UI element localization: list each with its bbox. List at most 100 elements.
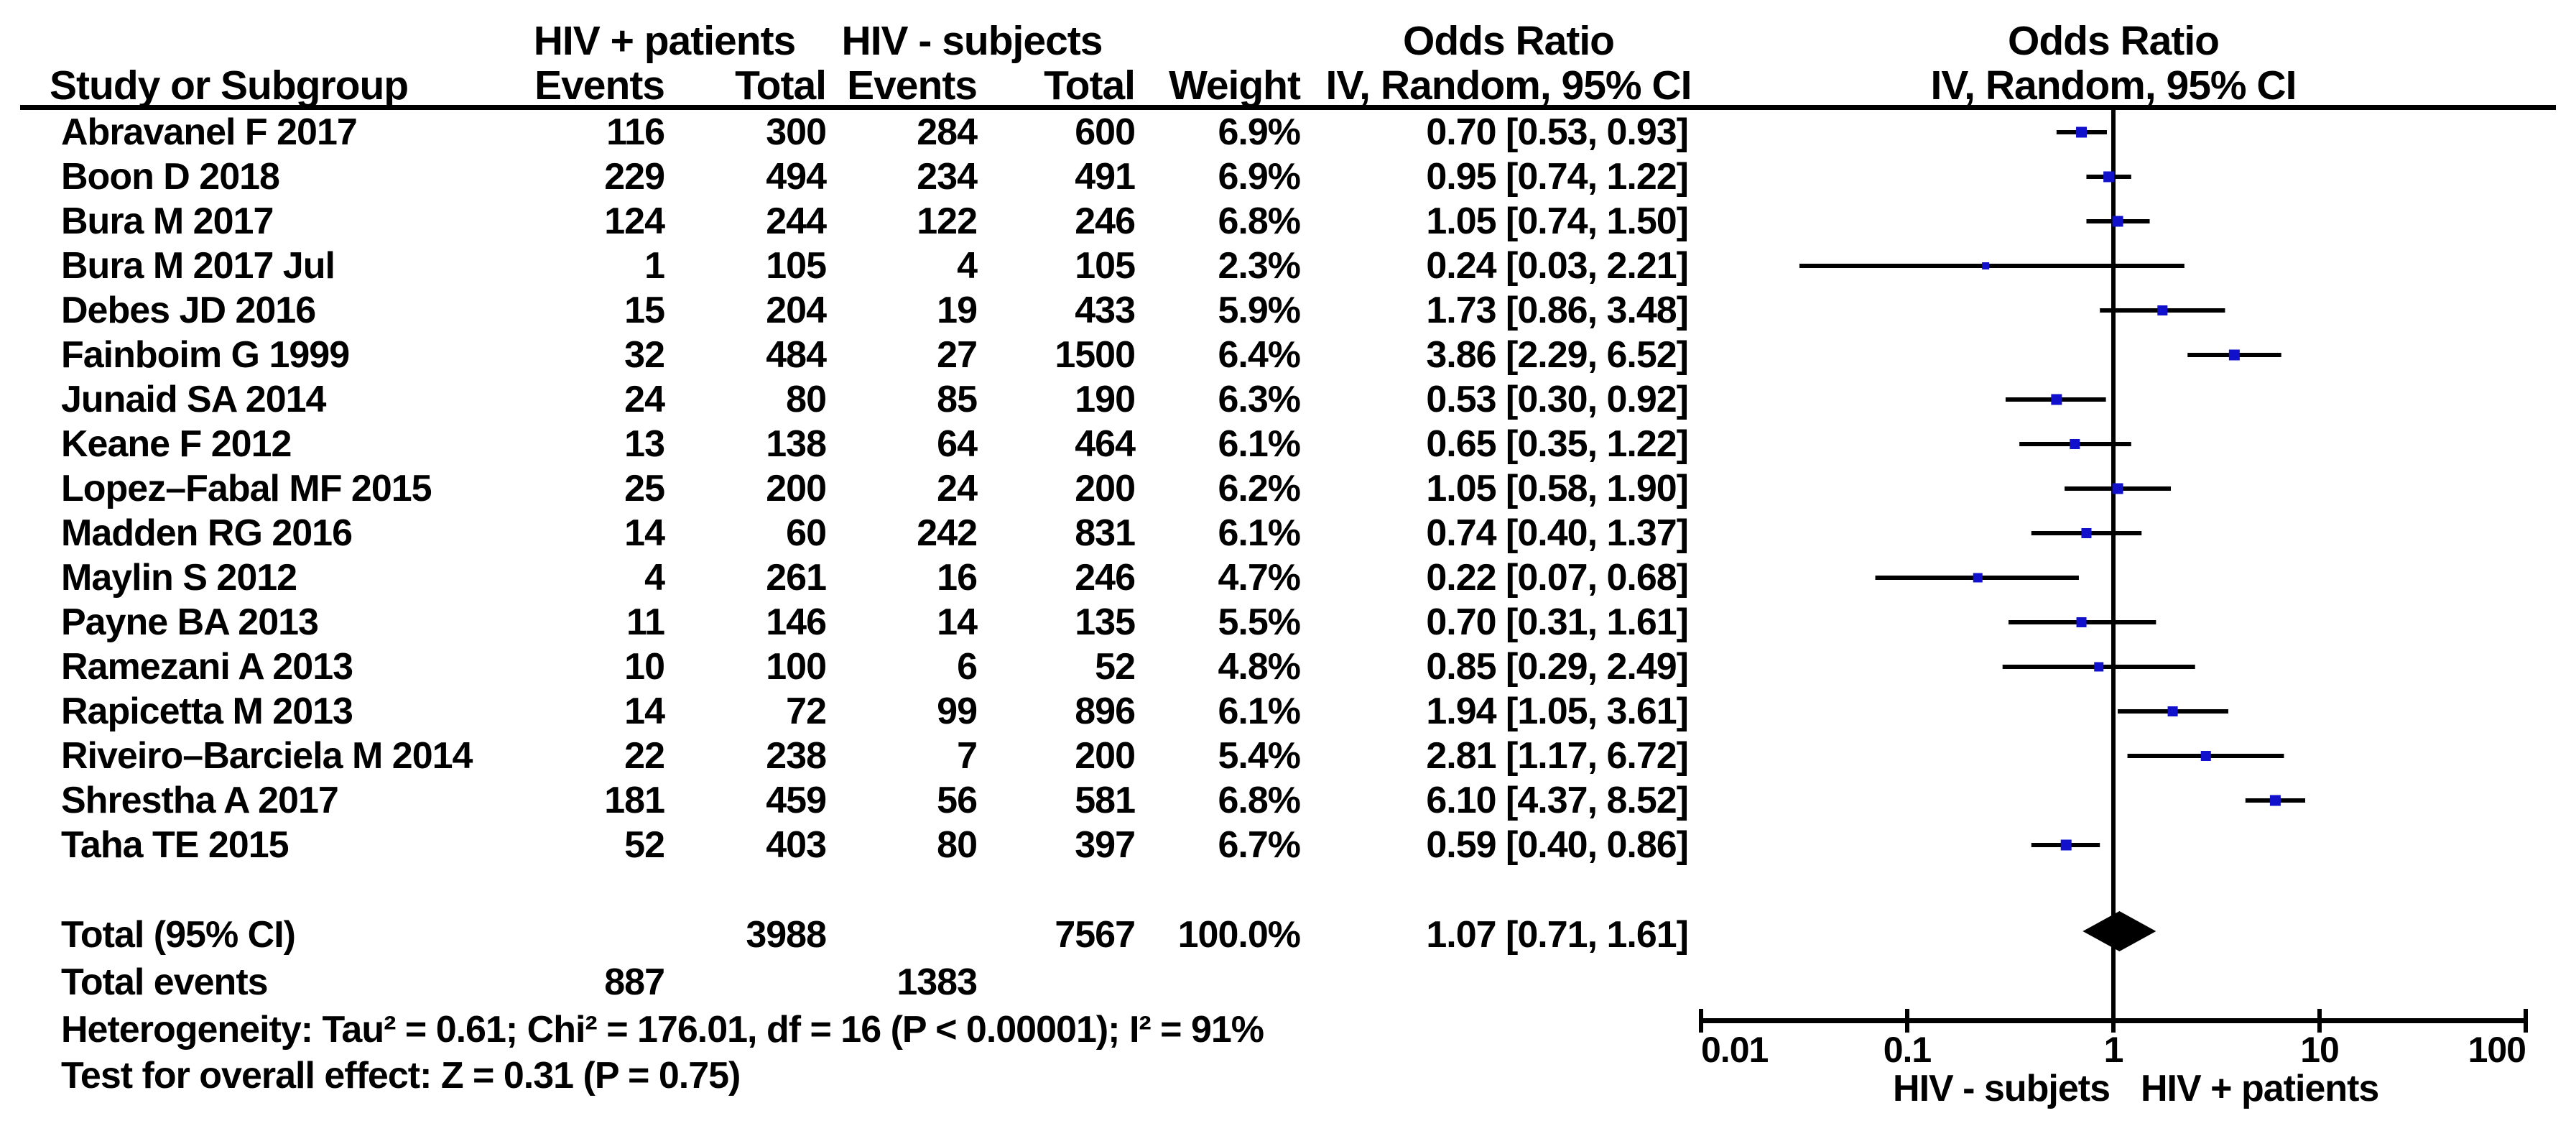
weight-cell: 6.1% bbox=[1218, 423, 1301, 465]
header-odds-ratio-text: Odds Ratio bbox=[1402, 18, 1615, 64]
events1-cell: 11 bbox=[626, 601, 665, 643]
total2-cell: 896 bbox=[1075, 691, 1136, 732]
total-events-label: Total events bbox=[61, 961, 269, 1003]
weight-cell: 4.7% bbox=[1218, 557, 1301, 599]
axis-tick-label: 0.1 bbox=[1883, 1030, 1932, 1070]
weight-cell: 6.8% bbox=[1218, 780, 1301, 821]
total2-cell: 600 bbox=[1075, 111, 1136, 153]
or-ci-cell: 0.95 [0.74, 1.22] bbox=[1426, 156, 1689, 198]
total1-cell: 261 bbox=[766, 557, 827, 599]
study-name-cell: Keane F 2012 bbox=[61, 423, 292, 465]
total1-cell: 60 bbox=[786, 512, 827, 554]
events1-cell: 181 bbox=[604, 780, 665, 821]
total2-cell: 397 bbox=[1075, 824, 1136, 866]
total-total1: 3988 bbox=[746, 914, 827, 956]
or-ci-cell: 0.70 [0.31, 1.61] bbox=[1426, 601, 1689, 643]
or-marker bbox=[2060, 839, 2072, 851]
or-marker bbox=[2157, 305, 2168, 315]
or-ci-cell: 2.81 [1.17, 6.72] bbox=[1426, 735, 1689, 777]
total2-cell: 200 bbox=[1075, 735, 1136, 777]
events2-cell: 85 bbox=[937, 379, 978, 420]
events1-cell: 25 bbox=[624, 468, 665, 509]
events2-cell: 4 bbox=[957, 245, 978, 287]
study-name-cell: Bura M 2017 bbox=[61, 200, 274, 242]
total1-cell: 80 bbox=[786, 379, 827, 420]
or-ci-cell: 0.65 [0.35, 1.22] bbox=[1426, 423, 1689, 465]
total-events1: 887 bbox=[604, 961, 665, 1003]
weight-cell: 6.9% bbox=[1218, 111, 1301, 153]
or-ci-cell: 1.94 [1.05, 3.61] bbox=[1426, 691, 1689, 732]
header-odds-ratio-plot: Odds Ratio bbox=[2007, 18, 2220, 64]
study-name-cell: Rapicetta M 2013 bbox=[61, 691, 353, 732]
weight-cell: 6.3% bbox=[1218, 379, 1301, 420]
total1-cell: 300 bbox=[766, 111, 827, 153]
axis-tick bbox=[1699, 1009, 1703, 1033]
or-ci-cell: 0.70 [0.53, 0.93] bbox=[1426, 111, 1689, 153]
events1-cell: 14 bbox=[624, 512, 665, 554]
total1-cell: 200 bbox=[766, 468, 827, 509]
header-rule bbox=[20, 105, 2556, 110]
total1-cell: 72 bbox=[786, 691, 827, 732]
events2-cell: 242 bbox=[917, 512, 978, 554]
events1-cell: 10 bbox=[624, 646, 665, 688]
total2-cell: 1500 bbox=[1055, 334, 1136, 376]
or-marker bbox=[2112, 216, 2123, 227]
study-name-cell: Boon D 2018 bbox=[61, 156, 280, 198]
events1-cell: 116 bbox=[606, 111, 665, 153]
header-total2-col: Total bbox=[1044, 63, 1136, 109]
total2-cell: 190 bbox=[1075, 379, 1136, 420]
axis-tick bbox=[2524, 1009, 2528, 1033]
total-events2: 1383 bbox=[896, 961, 978, 1003]
or-ci-cell: 0.22 [0.07, 0.68] bbox=[1426, 557, 1689, 599]
study-name-cell: Taha TE 2015 bbox=[61, 824, 289, 866]
events2-cell: 56 bbox=[937, 780, 978, 821]
events2-cell: 64 bbox=[937, 423, 978, 465]
events1-cell: 4 bbox=[644, 557, 665, 599]
events2-cell: 284 bbox=[917, 111, 978, 153]
or-marker bbox=[2094, 662, 2104, 672]
weight-cell: 5.5% bbox=[1218, 601, 1301, 643]
total1-cell: 238 bbox=[766, 735, 827, 777]
total1-cell: 244 bbox=[766, 200, 827, 242]
total2-cell: 135 bbox=[1075, 601, 1136, 643]
or-marker bbox=[2269, 795, 2281, 806]
events2-cell: 19 bbox=[937, 290, 978, 331]
total-weight: 100.0% bbox=[1177, 914, 1301, 956]
total1-cell: 403 bbox=[766, 824, 827, 866]
or-marker bbox=[1973, 573, 1983, 583]
total1-cell: 494 bbox=[766, 156, 827, 198]
events2-cell: 27 bbox=[937, 334, 978, 376]
or-ci-cell: 0.59 [0.40, 0.86] bbox=[1426, 824, 1689, 866]
events2-cell: 122 bbox=[917, 200, 978, 242]
total1-cell: 100 bbox=[766, 646, 827, 688]
axis-tick-label: 0.01 bbox=[1701, 1030, 1769, 1070]
header-group1: HIV + patients bbox=[533, 18, 797, 64]
axis-tick bbox=[1905, 1009, 1909, 1033]
study-name-cell: Lopez–Fabal MF 2015 bbox=[61, 468, 432, 509]
axis-tick-label: 10 bbox=[2300, 1030, 2340, 1070]
events1-cell: 15 bbox=[624, 290, 665, 331]
or-marker bbox=[2081, 528, 2092, 538]
events1-cell: 14 bbox=[624, 691, 665, 732]
ci-line bbox=[1799, 264, 2184, 268]
header-total1-col: Total bbox=[735, 63, 827, 109]
events1-cell: 13 bbox=[624, 423, 665, 465]
or-marker bbox=[2076, 617, 2087, 627]
or-marker bbox=[2228, 349, 2240, 361]
header-events2-col: Events bbox=[847, 63, 978, 109]
or-ci-cell: 0.24 [0.03, 2.21] bbox=[1426, 245, 1689, 287]
header-events1-col: Events bbox=[534, 63, 665, 109]
total1-cell: 484 bbox=[766, 334, 827, 376]
events1-cell: 124 bbox=[604, 200, 665, 242]
or-ci-cell: 1.73 [0.86, 3.48] bbox=[1426, 290, 1689, 331]
study-name-cell: Debes JD 2016 bbox=[61, 290, 316, 331]
axis-tick-label: 1 bbox=[2103, 1030, 2124, 1070]
or-marker bbox=[2167, 706, 2178, 716]
events1-cell: 229 bbox=[604, 156, 665, 198]
total2-cell: 200 bbox=[1075, 468, 1136, 509]
weight-cell: 6.1% bbox=[1218, 691, 1301, 732]
or-marker bbox=[2103, 171, 2115, 183]
or-marker bbox=[2051, 394, 2062, 405]
total2-cell: 831 bbox=[1075, 512, 1136, 554]
total-label: Total (95% CI) bbox=[61, 914, 296, 956]
